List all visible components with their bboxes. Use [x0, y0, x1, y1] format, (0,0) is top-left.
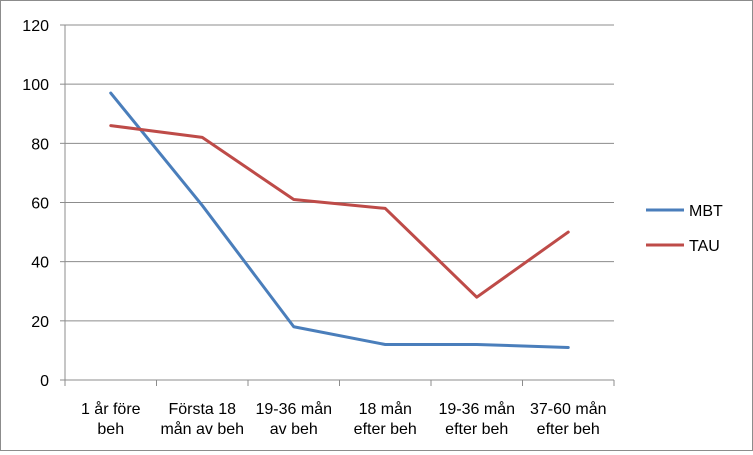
x-tick-label: 1 år före beh — [81, 400, 141, 438]
x-tick-label: 19-36 mån av beh — [256, 400, 333, 438]
x-tick-labels: 1 år före beh Första 18 mån av beh 19-36 mån… — [81, 400, 607, 438]
gridlines — [65, 24, 614, 322]
y-tick-label: 120 — [22, 18, 49, 35]
axes — [60, 24, 615, 386]
series-line-mbt — [109, 91, 570, 349]
y-tick-label: 100 — [22, 77, 49, 94]
x-tick-label: Första 18 mån av beh — [160, 401, 244, 438]
y-tick-label: 20 — [31, 314, 49, 331]
x-tick-label: 18 mån efter beh — [354, 400, 417, 438]
y-tick-label: 60 — [31, 196, 49, 213]
y-tick-label: 0 — [40, 373, 49, 390]
y-tick-labels: 0 20 40 60 80 100 120 — [22, 18, 49, 390]
legend-label-tau: TAU — [689, 238, 720, 255]
legend-label-mbt: MBT — [689, 203, 723, 220]
y-tick-label: 40 — [31, 255, 49, 272]
series-lines — [109, 91, 570, 349]
x-tick-label: 19-36 mån efter beh — [439, 400, 516, 438]
series-line-tau — [109, 124, 570, 299]
x-tick-label: 37-60 mån efter beh — [530, 400, 607, 438]
legend: MBT TAU — [646, 203, 723, 255]
y-tick-label: 80 — [31, 136, 49, 153]
